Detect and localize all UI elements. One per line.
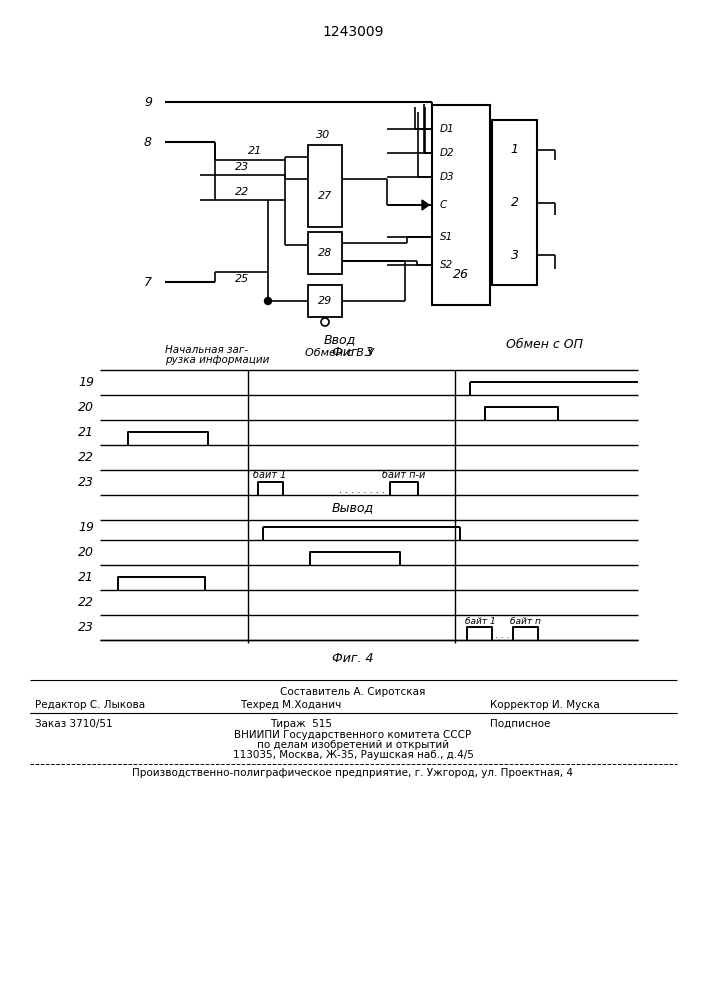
Text: 1: 1	[510, 143, 518, 156]
Text: рузка информации: рузка информации	[165, 355, 269, 365]
Circle shape	[264, 298, 271, 304]
Text: 25: 25	[235, 274, 249, 284]
Text: 3: 3	[510, 249, 518, 262]
Text: байт п: байт п	[510, 616, 540, 626]
Text: Производственно-полиграфическое предприятие, г. Ужгород, ул. Проектная, 4: Производственно-полиграфическое предприя…	[132, 768, 573, 778]
Text: 29: 29	[318, 296, 332, 306]
Text: байт п-й: байт п-й	[382, 470, 426, 480]
Text: по делам изобретений и открытий: по делам изобретений и открытий	[257, 740, 449, 750]
Text: 26: 26	[453, 268, 469, 282]
Polygon shape	[422, 200, 429, 210]
Text: . . .: . . .	[495, 631, 509, 640]
Text: Обмен с В.У: Обмен с В.У	[305, 348, 375, 358]
Text: Подписное: Подписное	[490, 719, 550, 729]
Text: 20: 20	[78, 401, 94, 414]
Text: 30: 30	[316, 130, 330, 140]
Text: Тираж  515: Тираж 515	[270, 719, 332, 729]
Text: Составитель А. Сиротская: Составитель А. Сиротская	[280, 687, 426, 697]
Text: 2: 2	[510, 196, 518, 209]
Text: D2: D2	[440, 148, 455, 158]
Text: 27: 27	[318, 191, 332, 201]
Bar	[308, 232, 342, 274]
Text: Фиг. 4: Фиг. 4	[332, 652, 374, 664]
Text: S2: S2	[440, 260, 453, 270]
Text: Ввод: Ввод	[324, 334, 356, 347]
Bar	[432, 105, 490, 305]
Text: Заказ 3710/51: Заказ 3710/51	[35, 719, 112, 729]
Bar	[308, 145, 342, 227]
Text: 23: 23	[78, 476, 94, 489]
Text: 22: 22	[78, 451, 94, 464]
Text: 23: 23	[78, 621, 94, 634]
Text: D3: D3	[440, 172, 455, 182]
Text: Корректор И. Муска: Корректор И. Муска	[490, 700, 600, 710]
Text: 22: 22	[235, 187, 249, 197]
Text: 1243009: 1243009	[322, 25, 384, 39]
Text: 8: 8	[144, 135, 152, 148]
Text: Фиг. 3: Фиг. 3	[332, 346, 374, 359]
Text: C: C	[440, 200, 448, 210]
Text: 21: 21	[248, 146, 262, 156]
Text: D1: D1	[440, 124, 455, 134]
Text: 19: 19	[78, 376, 94, 389]
Text: 23: 23	[235, 162, 249, 172]
Text: ВНИИПИ Государственного комитета СССР: ВНИИПИ Государственного комитета СССР	[235, 730, 472, 740]
Text: 28: 28	[318, 248, 332, 258]
Text: байт 1: байт 1	[253, 470, 286, 480]
Bar	[308, 285, 342, 317]
Text: 9: 9	[144, 96, 152, 108]
Text: S1: S1	[440, 232, 453, 242]
Text: Техред М.Ходанич: Техред М.Ходанич	[240, 700, 341, 710]
Text: Вывод: Вывод	[332, 502, 374, 514]
Text: 7: 7	[144, 275, 152, 288]
Text: 21: 21	[78, 426, 94, 439]
Text: 20: 20	[78, 546, 94, 559]
Text: Начальная заг-: Начальная заг-	[165, 345, 248, 355]
Bar	[492, 120, 537, 285]
Text: 22: 22	[78, 596, 94, 609]
Text: 19: 19	[78, 521, 94, 534]
Text: 113035, Москва, Ж-35, Раушская наб., д.4/5: 113035, Москва, Ж-35, Раушская наб., д.4…	[233, 750, 474, 760]
Text: 21: 21	[78, 571, 94, 584]
Text: . . . . . . . . .: . . . . . . . . .	[339, 485, 391, 495]
Text: Обмен с ОП: Обмен с ОП	[506, 338, 583, 352]
Text: Редактор С. Лыкова: Редактор С. Лыкова	[35, 700, 145, 710]
Text: байт 1: байт 1	[464, 616, 496, 626]
